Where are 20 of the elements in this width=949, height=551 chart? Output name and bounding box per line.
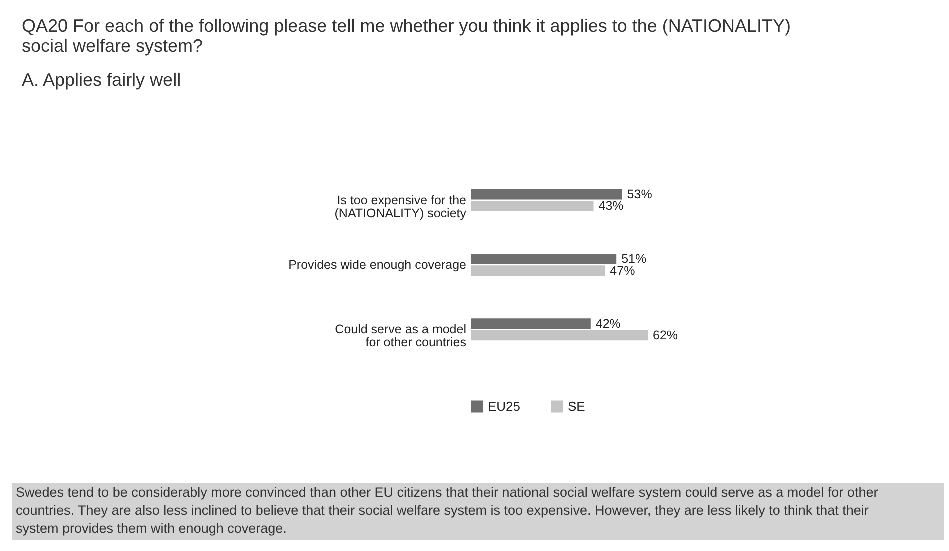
bar: [471, 254, 617, 264]
data-label: 53%: [627, 188, 652, 202]
data-label: 62%: [653, 328, 678, 342]
data-label: 51%: [622, 252, 647, 266]
data-label: 47%: [610, 264, 636, 278]
bar: [471, 318, 591, 330]
text: A. Applies fairly well: [22, 70, 182, 90]
legend-label: EU25: [488, 398, 521, 414]
y-tick-label: Provides wide enough coverage: [288, 258, 467, 272]
bar: [471, 200, 594, 212]
y-tick-label: Could serve as a model for other countries: [335, 322, 466, 350]
data-label: 43%: [598, 199, 624, 214]
legend-label: SE: [568, 398, 586, 414]
bar: [471, 189, 622, 200]
bar: [471, 330, 648, 341]
text: Swedes tend to be considerably more convinced than other EU citizens that their national social welfare system could serve as a model for other countries. They are also less inclined to believe that their social welfare system is too expensive. However, they are less likely to think that their system provides them with enough coverage.: [16, 485, 879, 536]
chart-title: QA20 For each of the following please tell me whether you think it applies to the (NATIONALITY) social welfare system?: [22, 16, 792, 56]
data-label: 42%: [596, 316, 621, 331]
bar: [471, 266, 606, 276]
y-tick-label: Is too expensive for the (NATIONALITY) society: [334, 193, 468, 220]
